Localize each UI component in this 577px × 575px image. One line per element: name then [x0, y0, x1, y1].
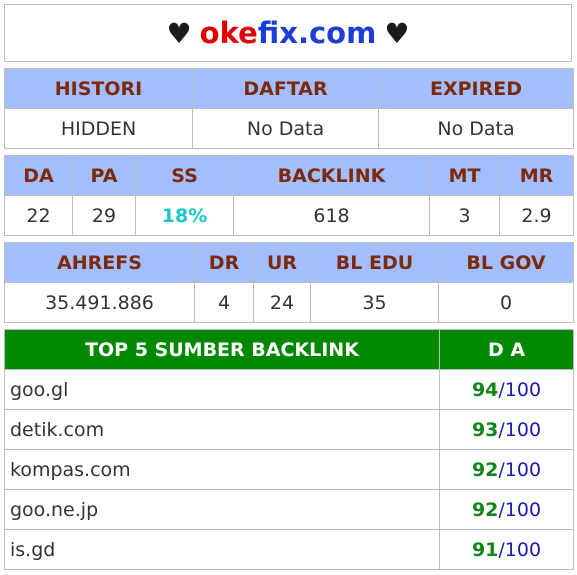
pa-header: PA — [72, 155, 136, 196]
da-column-header: D A — [439, 329, 574, 370]
top5-header: TOP 5 SUMBER BACKLINK — [4, 329, 440, 370]
backlink-da: 91/100 — [439, 529, 574, 570]
backlink-site: goo.gl — [4, 369, 440, 410]
bl-edu-header: BL EDU — [310, 242, 439, 283]
expired-header: EXPIRED — [378, 68, 574, 109]
pa-value: 29 — [72, 195, 136, 236]
da-header: DA — [4, 155, 73, 196]
dr-value: 4 — [194, 282, 254, 323]
backlink-value: 618 — [233, 195, 430, 236]
histori-header: HISTORI — [4, 68, 193, 109]
backlink-da: 93/100 — [439, 409, 574, 450]
backlink-site: kompas.com — [4, 449, 440, 490]
metrics-table: DA PA SS BACKLINK MT MR 22 29 18% 618 3 … — [4, 155, 574, 236]
heart-icon: ♥ — [384, 16, 410, 50]
mt-value: 3 — [429, 195, 500, 236]
backlink-header: BACKLINK — [233, 155, 430, 196]
ahrefs-table: AHREFS DR UR BL EDU BL GOV 35.491.886 4 … — [4, 242, 574, 323]
table-row: goo.gl 94/100 — [4, 369, 574, 410]
site-title: ♥ okefix.com ♥ — [4, 4, 572, 62]
bl-gov-value: 0 — [438, 282, 574, 323]
ahrefs-value: 35.491.886 — [4, 282, 195, 323]
daftar-value: No Data — [192, 108, 379, 149]
backlink-da: 92/100 — [439, 449, 574, 490]
backlink-da: 94/100 — [439, 369, 574, 410]
heart-icon: ♥ — [166, 16, 192, 50]
ur-value: 24 — [253, 282, 311, 323]
table-row: goo.ne.jp 92/100 — [4, 489, 574, 530]
bl-edu-value: 35 — [310, 282, 439, 323]
da-value: 22 — [4, 195, 73, 236]
mt-header: MT — [429, 155, 500, 196]
mr-header: MR — [499, 155, 574, 196]
table-row: is.gd 91/100 — [4, 529, 574, 570]
backlink-site: is.gd — [4, 529, 440, 570]
ss-value: 18% — [135, 195, 234, 236]
histori-value: HIDDEN — [4, 108, 193, 149]
ss-header: SS — [135, 155, 234, 196]
ur-header: UR — [253, 242, 311, 283]
table-row: kompas.com 92/100 — [4, 449, 574, 490]
bl-gov-header: BL GOV — [438, 242, 574, 283]
dr-header: DR — [194, 242, 254, 283]
mr-value: 2.9 — [499, 195, 574, 236]
backlink-site: detik.com — [4, 409, 440, 450]
ahrefs-header: AHREFS — [4, 242, 195, 283]
top5-backlink-table: TOP 5 SUMBER BACKLINK D A goo.gl 94/100 … — [4, 329, 574, 570]
expired-value: No Data — [378, 108, 574, 149]
backlink-da: 92/100 — [439, 489, 574, 530]
backlink-site: goo.ne.jp — [4, 489, 440, 530]
daftar-header: DAFTAR — [192, 68, 379, 109]
table-row: detik.com 93/100 — [4, 409, 574, 450]
status-table: HISTORI DAFTAR EXPIRED HIDDEN No Data No… — [4, 68, 574, 149]
site-name: okefix.com — [199, 16, 377, 50]
